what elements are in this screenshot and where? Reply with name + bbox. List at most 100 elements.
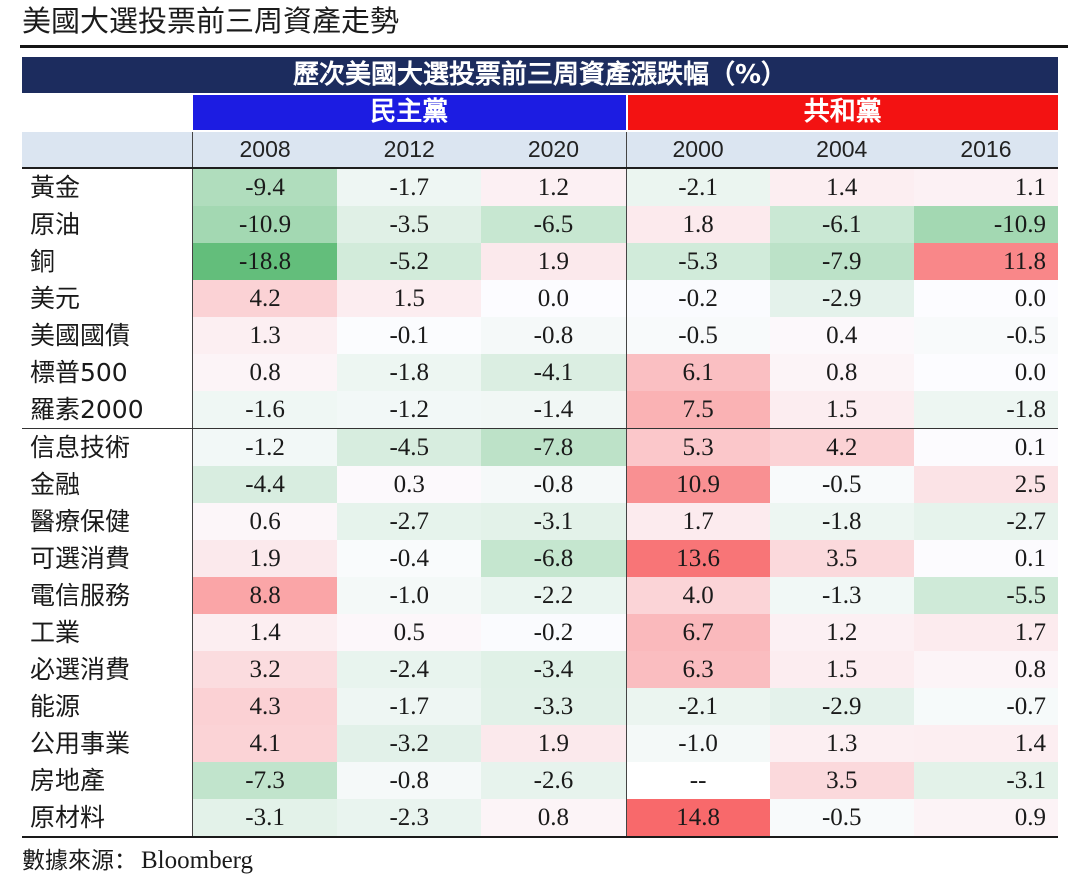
heatmap-cell-2008: -18.8 bbox=[193, 243, 338, 280]
table-row: 羅素2000 -1.6 -1.2 -1.4 7.5 1.5 -1.8 bbox=[22, 391, 1058, 428]
party-header-row: 民主黨 共和黨 bbox=[22, 95, 1058, 130]
row-label: 醫療保健 bbox=[22, 503, 193, 540]
heatmap-cell-2000: 1.7 bbox=[625, 503, 770, 540]
heatmap-cell-2016: -10.9 bbox=[913, 206, 1058, 243]
heatmap-cell-2008: 8.8 bbox=[193, 577, 338, 614]
heatmap-cell-2020: 0.0 bbox=[481, 280, 626, 317]
heatmap-cell-2004: -6.1 bbox=[769, 206, 914, 243]
heatmap-cell-2000: -2.1 bbox=[625, 688, 770, 725]
table-row: 電信服務 8.8 -1.0 -2.2 4.0 -1.3 -5.5 bbox=[22, 577, 1058, 614]
heatmap-cell-2016: -0.5 bbox=[913, 317, 1058, 354]
heatmap-cell-2008: 4.3 bbox=[193, 688, 338, 725]
page-title: 美國大選投票前三周資產走勢 bbox=[22, 4, 400, 38]
heatmap-cell-2008: -4.4 bbox=[193, 466, 338, 503]
heatmap-cell-2012: -1.2 bbox=[337, 391, 482, 428]
table-row: 銅 -18.8 -5.2 1.9 -5.3 -7.9 11.8 bbox=[22, 243, 1058, 280]
heatmap-cell-2008: -9.4 bbox=[193, 169, 338, 206]
heatmap-cell-2020: -0.8 bbox=[481, 317, 626, 354]
heatmap-cell-2000: 6.3 bbox=[625, 651, 770, 688]
heatmap-cell-2004: 4.2 bbox=[769, 429, 914, 466]
heatmap-cell-2020: -6.8 bbox=[481, 540, 626, 577]
heatmap-cell-2000: -5.3 bbox=[625, 243, 770, 280]
heatmap-cell-2016: 0.1 bbox=[913, 429, 1058, 466]
heatmap-cell-2004: 1.5 bbox=[769, 391, 914, 428]
source-name: Bloomberg bbox=[141, 847, 254, 874]
heatmap-cell-2016: 0.1 bbox=[913, 540, 1058, 577]
heatmap-cell-2004: 1.4 bbox=[769, 169, 914, 206]
table-row: 公用事業 4.1 -3.2 1.9 -1.0 1.3 1.4 bbox=[22, 725, 1058, 762]
table-row: 原油 -10.9 -3.5 -6.5 1.8 -6.1 -10.9 bbox=[22, 206, 1058, 243]
heatmap-cell-2004: -0.5 bbox=[769, 466, 914, 503]
title-divider bbox=[20, 45, 1068, 48]
heatmap-cell-2016: 1.1 bbox=[913, 169, 1058, 206]
heatmap-cell-2008: 1.3 bbox=[193, 317, 338, 354]
heatmap-cell-2000: -0.2 bbox=[625, 280, 770, 317]
heatmap-cell-2020: -4.1 bbox=[481, 354, 626, 391]
heatmap-cell-2012: 1.5 bbox=[337, 280, 482, 317]
heatmap-cell-2016: 0.0 bbox=[913, 280, 1058, 317]
heatmap-cell-2004: -2.9 bbox=[769, 280, 914, 317]
column-header-2004: 2004 bbox=[816, 136, 868, 162]
heatmap-cell-2008: 3.2 bbox=[193, 651, 338, 688]
heatmap-cell-2012: 0.5 bbox=[337, 614, 482, 651]
row-label: 電信服務 bbox=[22, 577, 193, 614]
table-row: 能源 4.3 -1.7 -3.3 -2.1 -2.9 -0.7 bbox=[22, 688, 1058, 725]
row-label: 銅 bbox=[22, 243, 193, 280]
heatmap-cell-2012: -1.7 bbox=[337, 688, 482, 725]
heatmap-cell-2016: -1.8 bbox=[913, 391, 1058, 428]
heatmap-cell-2000: -2.1 bbox=[625, 169, 770, 206]
heatmap-cell-2020: -3.3 bbox=[481, 688, 626, 725]
heatmap-cell-2020: -0.2 bbox=[481, 614, 626, 651]
heatmap-cell-2020: 1.2 bbox=[481, 169, 626, 206]
table-section: 黃金 -9.4 -1.7 1.2 -2.1 1.4 1.1 原油 -10.9 -3.5 -6.5 1.… bbox=[22, 169, 1058, 429]
table-row: 可選消費 1.9 -0.4 -6.8 13.6 3.5 0.1 bbox=[22, 540, 1058, 577]
row-label: 標普500 bbox=[22, 354, 193, 391]
heatmap-cell-2012: -0.4 bbox=[337, 540, 482, 577]
table-row: 房地產 -7.3 -0.8 -2.6 -- 3.5 -3.1 bbox=[22, 762, 1058, 799]
heatmap-cell-2000: 13.6 bbox=[625, 540, 770, 577]
heatmap-cell-2008: 0.8 bbox=[193, 354, 338, 391]
heatmap-cell-2004: 3.5 bbox=[769, 540, 914, 577]
heatmap-cell-2012: -1.8 bbox=[337, 354, 482, 391]
table-row: 必選消費 3.2 -2.4 -3.4 6.3 1.5 0.8 bbox=[22, 651, 1058, 688]
heatmap-cell-2000: -0.5 bbox=[625, 317, 770, 354]
table-section: 信息技術 -1.2 -4.5 -7.8 5.3 4.2 0.1 金融 -4.4 0.3 -0.8 10… bbox=[22, 429, 1058, 838]
heatmap-cell-2004: 3.5 bbox=[769, 762, 914, 799]
row-label: 美國國債 bbox=[22, 317, 193, 354]
heatmap-cell-2008: 0.6 bbox=[193, 503, 338, 540]
heatmap-cell-2016: 2.5 bbox=[913, 466, 1058, 503]
heatmap-cell-2012: -3.5 bbox=[337, 206, 482, 243]
heatmap-cell-2008: -3.1 bbox=[193, 799, 338, 836]
heatmap-cell-2020: -3.1 bbox=[481, 503, 626, 540]
heatmap-cell-2012: 0.3 bbox=[337, 466, 482, 503]
heatmap-cell-2008: -1.2 bbox=[193, 429, 338, 466]
heatmap-cell-2004: -1.8 bbox=[769, 503, 914, 540]
table-row: 標普500 0.8 -1.8 -4.1 6.1 0.8 0.0 bbox=[22, 354, 1058, 391]
table-row: 原材料 -3.1 -2.3 0.8 14.8 -0.5 0.9 bbox=[22, 799, 1058, 836]
heatmap-cell-2000: 6.1 bbox=[625, 354, 770, 391]
heatmap-cell-2008: -10.9 bbox=[193, 206, 338, 243]
heatmap-cell-2004: -1.3 bbox=[769, 577, 914, 614]
table-row: 黃金 -9.4 -1.7 1.2 -2.1 1.4 1.1 bbox=[22, 169, 1058, 206]
heatmap-cell-2012: -2.7 bbox=[337, 503, 482, 540]
row-label: 公用事業 bbox=[22, 725, 193, 762]
table-row: 金融 -4.4 0.3 -0.8 10.9 -0.5 2.5 bbox=[22, 466, 1058, 503]
heatmap-cell-2000: -1.0 bbox=[625, 725, 770, 762]
heatmap-cell-2008: 4.1 bbox=[193, 725, 338, 762]
heatmap-cell-2016: 1.4 bbox=[913, 725, 1058, 762]
row-label: 可選消費 bbox=[22, 540, 193, 577]
row-label: 工業 bbox=[22, 614, 193, 651]
heatmap-cell-2020: -1.4 bbox=[481, 391, 626, 428]
heatmap-cell-2012: -5.2 bbox=[337, 243, 482, 280]
heatmap-cell-2004: -7.9 bbox=[769, 243, 914, 280]
heatmap-cell-2020: 0.8 bbox=[481, 799, 626, 836]
heatmap-cell-2000: 10.9 bbox=[625, 466, 770, 503]
heatmap-cell-2004: 0.4 bbox=[769, 317, 914, 354]
source-note: 數據來源： Bloomberg bbox=[22, 846, 253, 878]
row-label: 房地產 bbox=[22, 762, 193, 799]
heatmap-cell-2016: 0.0 bbox=[913, 354, 1058, 391]
row-label: 金融 bbox=[22, 466, 193, 503]
party-header-democrat: 民主黨 bbox=[193, 95, 626, 130]
heatmap-cell-2020: -2.2 bbox=[481, 577, 626, 614]
party-header-republican: 共和黨 bbox=[625, 95, 1058, 130]
